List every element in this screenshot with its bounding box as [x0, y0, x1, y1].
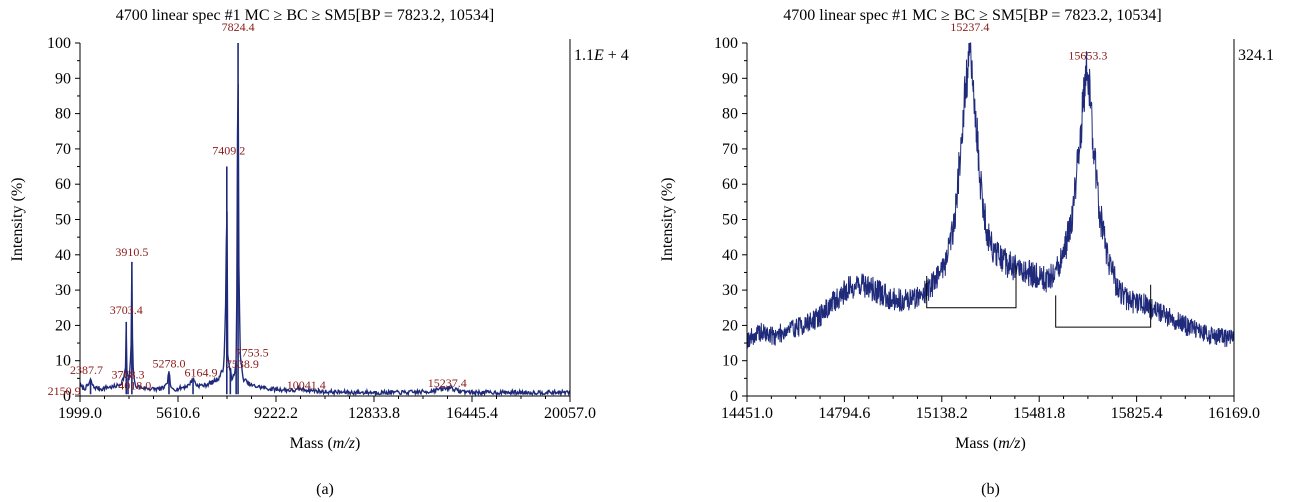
peak-label: 10041.4: [287, 378, 326, 392]
x-tick-label: 14794.6: [818, 405, 870, 422]
x-tick-label: 1999.0: [58, 405, 102, 422]
panel-caption: (a): [316, 481, 334, 498]
y-tick-label: 10: [722, 353, 738, 370]
y-tick-label: 20: [722, 317, 738, 334]
x-tick-label: 14451.0: [721, 405, 773, 422]
y-axis-label: Intensity (%): [659, 178, 676, 262]
y-tick-label: 90: [722, 70, 738, 87]
panel-caption: (b): [981, 481, 1000, 498]
y-tick-label: 10: [55, 353, 71, 370]
y-tick-label: 0: [730, 388, 738, 405]
peak-baseline: [926, 265, 1017, 309]
x-tick-label: 15481.8: [1013, 405, 1065, 422]
peak-label: 5278.0: [152, 356, 185, 370]
peak-label: 6164.9: [185, 365, 218, 379]
y-tick-label: 80: [55, 106, 71, 123]
y-tick-label: 50: [722, 212, 738, 229]
chart-panel-b: 4700 linear spec #1 MC ≥ BC ≥ SM5[BP = 7…: [646, 0, 1292, 502]
peak-label: 7409.2: [212, 144, 245, 158]
y-tick-label: 90: [55, 70, 71, 87]
intensity-scale-label: 1.1E + 4: [574, 47, 629, 64]
peak-label: 7753.5: [236, 346, 269, 360]
x-tick-label: 9222.2: [254, 405, 298, 422]
peak-label: 4018.0: [118, 378, 151, 392]
peak-label: 3910.5: [115, 245, 148, 259]
peak-label: 2387.7: [70, 363, 103, 377]
y-tick-label: 70: [722, 141, 738, 158]
y-tick-label: 100: [714, 35, 738, 52]
mass-spectrum-chart-b: 4700 linear spec #1 MC ≥ BC ≥ SM5[BP = 7…: [659, 7, 1274, 498]
y-tick-label: 60: [722, 176, 738, 193]
mass-spectrum-chart-a: 4700 linear spec #1 MC ≥ BC ≥ SM5[BP = 7…: [9, 7, 629, 498]
x-tick-label: 15138.2: [916, 405, 968, 422]
peak-label: 3768.3: [112, 367, 145, 381]
x-tick-label: 16445.4: [446, 405, 498, 422]
y-tick-label: 40: [722, 247, 738, 264]
y-tick-label: 40: [55, 247, 71, 264]
x-axis-label: Mass (m/z): [290, 435, 361, 452]
y-tick-label: 30: [722, 282, 738, 299]
x-tick-label: 20057.0: [544, 405, 596, 422]
peak-label: 15237.4: [950, 20, 989, 34]
y-tick-label: 20: [55, 317, 71, 334]
peak-baseline: [1055, 284, 1152, 328]
peak-label: 7538.9: [226, 357, 259, 371]
y-tick-label: 30: [55, 282, 71, 299]
peak-label: 3703.4: [110, 303, 143, 317]
y-tick-label: 50: [55, 212, 71, 229]
y-tick-label: 80: [722, 106, 738, 123]
x-tick-label: 15825.4: [1111, 405, 1163, 422]
peak-label: 15653.3: [1068, 49, 1107, 63]
peak-label: 15237.4: [428, 376, 467, 390]
x-tick-label: 5610.6: [156, 405, 200, 422]
chart-panel-a: 4700 linear spec #1 MC ≥ BC ≥ SM5[BP = 7…: [9, 7, 629, 498]
intensity-scale-label: 324.1: [1238, 47, 1274, 64]
y-tick-label: 0: [63, 388, 71, 405]
y-tick-label: 60: [55, 176, 71, 193]
spectrum-line: [746, 42, 1235, 349]
x-tick-label: 16169.0: [1208, 405, 1260, 422]
chart-title: 4700 linear spec #1 MC ≥ BC ≥ SM5[BP = 7…: [783, 7, 1161, 24]
chart-title: 4700 linear spec #1 MC ≥ BC ≥ SM5[BP = 7…: [116, 7, 494, 24]
spectrum-line: [79, 83, 571, 398]
y-tick-label: 100: [47, 35, 71, 52]
x-axis-label: Mass (m/z): [955, 435, 1026, 452]
peak-label: 7824.4: [222, 20, 255, 34]
y-tick-label: 70: [55, 141, 71, 158]
x-tick-label: 12833.8: [348, 405, 400, 422]
peak-label: 2150.9: [48, 384, 81, 398]
y-axis-label: Intensity (%): [9, 178, 26, 262]
